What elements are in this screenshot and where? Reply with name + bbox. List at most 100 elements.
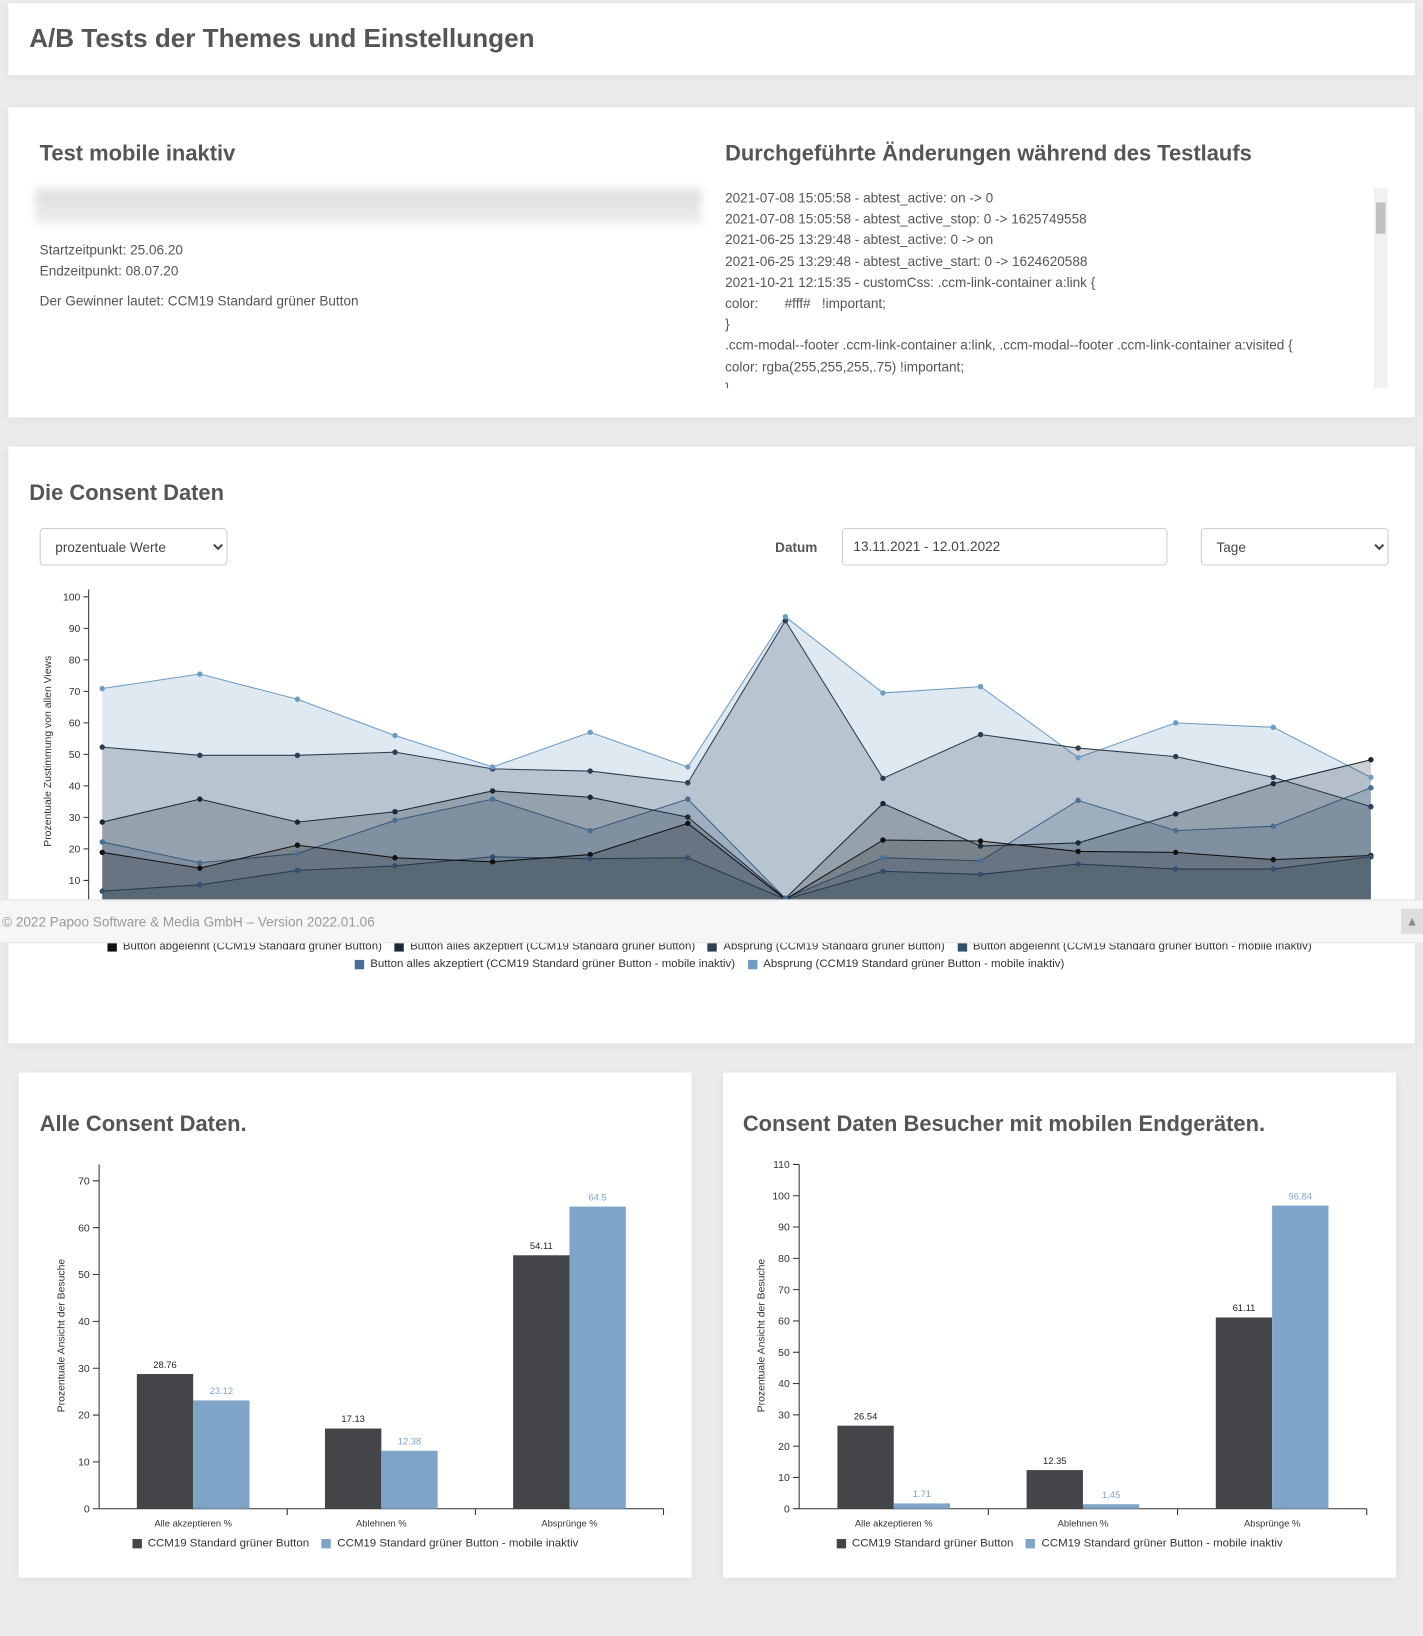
interval-select[interactable]: Tage xyxy=(1200,527,1389,566)
data-point xyxy=(977,843,984,849)
test-title: Test mobile inaktiv xyxy=(39,141,236,166)
data-point xyxy=(782,618,789,624)
data-point xyxy=(587,729,593,736)
mode-select[interactable]: prozentuale Werte xyxy=(39,527,228,566)
legend-swatch xyxy=(957,942,967,952)
data-point xyxy=(197,865,203,871)
y-axis-label: Prozentuale Ansicht der Besuche xyxy=(757,1259,768,1413)
log-line: color: rgba(255,255,255,.75) !important; xyxy=(725,358,965,375)
bar-value-label: 96.84 xyxy=(1289,1190,1312,1201)
legend-item: CCM19 Standard grüner Button xyxy=(132,1535,309,1553)
date-input[interactable]: 13.11.2021 - 12.01.2022 xyxy=(841,527,1168,566)
y-tick-label: 80 xyxy=(69,655,81,666)
data-point xyxy=(197,860,203,866)
bar xyxy=(193,1400,250,1509)
bar xyxy=(1026,1470,1083,1509)
data-point xyxy=(392,855,398,861)
log-line: color: #fff# !important; xyxy=(725,295,886,311)
data-point xyxy=(587,768,593,774)
data-point xyxy=(294,696,301,702)
data-point xyxy=(489,796,496,802)
data-point xyxy=(1368,774,1374,781)
legend-item: Absprung (CCM19 Standard grüner Button) xyxy=(707,938,945,956)
data-point xyxy=(1075,797,1081,804)
x-tick-label: Ablehnen % xyxy=(1058,1517,1109,1528)
y-tick-label: 20 xyxy=(778,1442,790,1453)
data-point xyxy=(197,671,203,677)
legend-item: Button abgelehnt (CCM19 Standard grüner … xyxy=(107,938,382,956)
bar-value-label: 12.38 xyxy=(398,1435,421,1446)
legend-swatch xyxy=(321,1539,332,1549)
y-tick-label: 30 xyxy=(69,813,81,824)
data-point xyxy=(977,731,984,738)
bar-chart-all: 0 10 20 30 40 50 60 70 Prozentuale Ansicht der B… xyxy=(57,1164,665,1528)
header-card: A/B Tests der Themes und Einstellungen xyxy=(8,3,1415,76)
y-tick-label: 70 xyxy=(69,687,81,698)
page-title: A/B Tests der Themes und Einstellungen xyxy=(29,23,535,54)
data-point xyxy=(685,764,691,770)
scroll-top-button[interactable]: ▲ xyxy=(1401,908,1423,934)
data-point xyxy=(1173,753,1179,760)
y-tick-label: 100 xyxy=(63,592,81,603)
y-tick-label: 50 xyxy=(778,1348,790,1359)
y-axis-label: Prozentuale Zustimmung von allen Views xyxy=(43,656,54,847)
data-point xyxy=(1075,861,1081,867)
bar-value-label: 23.12 xyxy=(210,1385,233,1396)
series-line xyxy=(102,619,1372,808)
series-line xyxy=(102,787,1372,899)
bar-value-label: 1.71 xyxy=(913,1488,931,1499)
legend-label: CCM19 Standard grüner Button xyxy=(147,1536,310,1550)
data-point xyxy=(1368,803,1374,810)
bar-value-label: 54.11 xyxy=(530,1240,553,1251)
y-tick-label: 10 xyxy=(778,1473,790,1484)
bar xyxy=(381,1450,438,1509)
data-point xyxy=(99,819,105,825)
y-axis-label: Prozentuale Ansicht der Besuche xyxy=(57,1259,68,1413)
bar-value-label: 28.76 xyxy=(153,1359,176,1370)
data-point xyxy=(782,613,789,620)
legend-item: CCM19 Standard grüner Button xyxy=(836,1535,1013,1553)
data-point xyxy=(977,858,984,864)
legend-item: Absprung (CCM19 Standard grüner Button -… xyxy=(747,956,1065,974)
y-tick-label: 70 xyxy=(778,1285,790,1296)
data-point xyxy=(294,752,301,759)
scrollbar[interactable] xyxy=(1374,187,1388,389)
data-point xyxy=(489,764,496,770)
legend-item: Button abgelehnt (CCM19 Standard grüner … xyxy=(957,938,1312,956)
series-area xyxy=(102,616,1371,912)
series-area xyxy=(102,620,1371,912)
data-point xyxy=(1270,856,1277,863)
data-point xyxy=(1270,866,1277,872)
line-chart: 0102030405060708090100Prozentuale Zustim… xyxy=(43,589,1374,919)
data-point xyxy=(977,871,984,878)
winner: Der Gewinner lautet: CCM19 Standard grün… xyxy=(39,293,359,309)
scroll-thumb[interactable] xyxy=(1376,202,1386,234)
data-point xyxy=(294,850,301,857)
y-tick-label: 40 xyxy=(69,782,81,793)
legend-item: Button alles akzeptiert (CCM19 Standard … xyxy=(354,956,735,974)
data-point xyxy=(197,882,203,888)
data-point xyxy=(1173,866,1179,872)
legend-label: Absprung (CCM19 Standard grüner Button -… xyxy=(763,957,1065,971)
legend-item: CCM19 Standard grüner Button - mobile in… xyxy=(321,1535,578,1553)
data-point xyxy=(685,780,691,786)
bar xyxy=(1272,1205,1329,1509)
changes-log[interactable]: 2021-07-08 15:05:58 - abtest_active: on … xyxy=(725,187,1388,389)
data-point xyxy=(880,868,886,874)
legend-label: CCM19 Standard grüner Button - mobile in… xyxy=(1041,1536,1283,1550)
data-point xyxy=(99,685,105,692)
data-point xyxy=(392,809,398,815)
legend-label: Button abgelehnt (CCM19 Standard grüner … xyxy=(122,940,382,953)
legend-swatch xyxy=(132,1539,142,1549)
data-point xyxy=(294,867,301,874)
data-point xyxy=(587,794,593,800)
y-tick-label: 60 xyxy=(69,719,81,730)
y-tick-label: 60 xyxy=(78,1223,90,1234)
data-point xyxy=(1075,840,1081,846)
bar xyxy=(893,1503,951,1509)
legend-swatch xyxy=(836,1539,846,1549)
data-point xyxy=(392,732,398,739)
date-label: Datum xyxy=(775,539,818,556)
